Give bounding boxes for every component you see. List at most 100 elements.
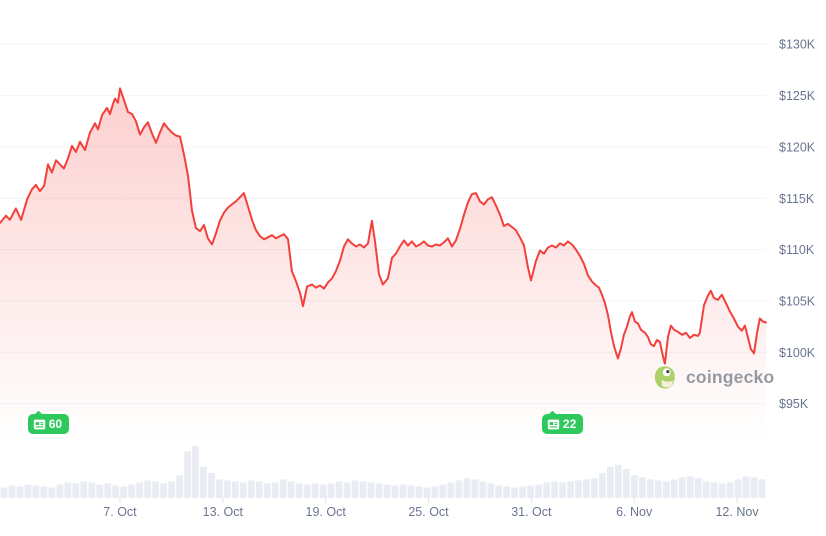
volume-bar bbox=[399, 484, 407, 498]
volume-bar bbox=[575, 480, 582, 498]
volume-bar bbox=[367, 482, 375, 498]
x-axis-label: 31. Oct bbox=[511, 505, 552, 519]
volume-bar bbox=[654, 480, 662, 498]
y-axis-label: $115K bbox=[779, 192, 815, 206]
volume-bar bbox=[136, 482, 144, 498]
volume-bar bbox=[487, 483, 495, 498]
volume-bar bbox=[638, 477, 646, 498]
volume-bar bbox=[255, 481, 263, 498]
volume-bar bbox=[447, 482, 455, 498]
volume-bar bbox=[694, 478, 702, 498]
price-area-fill bbox=[0, 88, 766, 443]
volume-bar bbox=[407, 485, 415, 498]
y-axis-label: $105K bbox=[779, 294, 816, 308]
volume-bar bbox=[8, 485, 16, 498]
volume-bar bbox=[734, 479, 742, 498]
volume-bar bbox=[247, 480, 255, 498]
news-count: 22 bbox=[562, 417, 577, 431]
volume-bar bbox=[383, 484, 391, 498]
volume-bar bbox=[726, 482, 734, 498]
x-axis-label: 25. Oct bbox=[408, 505, 449, 519]
volume-bar bbox=[216, 479, 223, 498]
newspaper-icon bbox=[33, 419, 45, 429]
volume-bar bbox=[16, 486, 24, 498]
volume-bar bbox=[527, 485, 535, 498]
y-axis-label: $95K bbox=[779, 397, 809, 411]
x-axis-label: 12. Nov bbox=[715, 505, 759, 519]
volume-bar bbox=[311, 483, 319, 498]
news-badge-1[interactable]: 60 bbox=[27, 410, 70, 434]
volume-bar bbox=[742, 476, 750, 498]
volume-bar bbox=[120, 486, 128, 498]
x-axis-label: 7. Oct bbox=[103, 505, 137, 519]
volume-bar bbox=[511, 487, 519, 498]
x-axis-label: 13. Oct bbox=[203, 505, 244, 519]
volume-bar bbox=[439, 484, 447, 498]
price-line bbox=[0, 87, 767, 365]
volume-bar bbox=[224, 480, 231, 498]
volume-bar bbox=[96, 484, 104, 498]
volume-bar bbox=[287, 481, 295, 498]
volume-bar bbox=[519, 486, 527, 498]
news-badge-2[interactable]: 22 bbox=[541, 410, 584, 434]
volume-bar bbox=[72, 483, 80, 498]
volume-bar bbox=[758, 479, 766, 498]
volume-bar bbox=[184, 451, 191, 498]
volume-bar bbox=[263, 483, 271, 498]
volume-bar bbox=[503, 486, 511, 498]
volume-bar bbox=[271, 482, 279, 498]
volume-bar bbox=[192, 446, 199, 498]
volume-bar bbox=[646, 479, 654, 498]
volume-bar bbox=[168, 481, 175, 498]
volume-bar bbox=[543, 482, 550, 498]
volume-bar bbox=[0, 487, 8, 498]
volume-bar bbox=[535, 484, 542, 498]
volume-bar bbox=[479, 481, 487, 498]
volume-bar bbox=[591, 478, 598, 498]
volume-bar bbox=[64, 482, 72, 498]
volume-bar bbox=[431, 486, 439, 498]
y-axis-label: $110K bbox=[779, 243, 815, 257]
y-axis-label: $100K bbox=[779, 346, 816, 360]
newspaper-icon bbox=[547, 419, 560, 429]
volume-bar bbox=[710, 482, 718, 498]
volume-bar bbox=[327, 483, 335, 498]
volume-bar bbox=[319, 484, 327, 498]
volume-bar bbox=[615, 464, 622, 498]
volume-bar bbox=[670, 479, 678, 498]
volume-bar bbox=[176, 475, 183, 498]
volume-bar bbox=[32, 485, 40, 498]
volume-bar bbox=[343, 482, 351, 498]
y-axis-label: $130K bbox=[779, 38, 816, 52]
volume-bar bbox=[239, 482, 247, 498]
volume-bar bbox=[351, 480, 359, 498]
volume-bar bbox=[455, 480, 463, 498]
volume-bar bbox=[375, 483, 383, 498]
x-axis-label: 6. Nov bbox=[616, 505, 653, 519]
y-axis-label: $120K bbox=[779, 140, 816, 154]
volume-bar bbox=[750, 477, 758, 498]
volume-bar bbox=[391, 485, 399, 498]
volume-bar bbox=[335, 481, 343, 498]
volume-bar bbox=[144, 480, 151, 498]
volume-bar bbox=[200, 466, 207, 498]
volume-bar bbox=[495, 485, 503, 498]
volume-bar bbox=[662, 481, 670, 498]
y-axis-label: $125K bbox=[779, 89, 816, 103]
volume-bar bbox=[583, 479, 590, 498]
volume-bar bbox=[295, 483, 303, 498]
volume-bar bbox=[702, 481, 710, 498]
volume-bar bbox=[56, 484, 64, 498]
volume-bar bbox=[567, 481, 574, 498]
volume-bar bbox=[686, 476, 694, 498]
x-axis-label: 19. Oct bbox=[306, 505, 347, 519]
volume-bar bbox=[678, 477, 686, 498]
volume-bar bbox=[471, 479, 479, 498]
volume-bar bbox=[359, 481, 367, 498]
volume-bar bbox=[232, 481, 239, 498]
volume-bar bbox=[112, 485, 120, 498]
volume-bar bbox=[423, 487, 431, 498]
volume-bar bbox=[88, 482, 96, 498]
